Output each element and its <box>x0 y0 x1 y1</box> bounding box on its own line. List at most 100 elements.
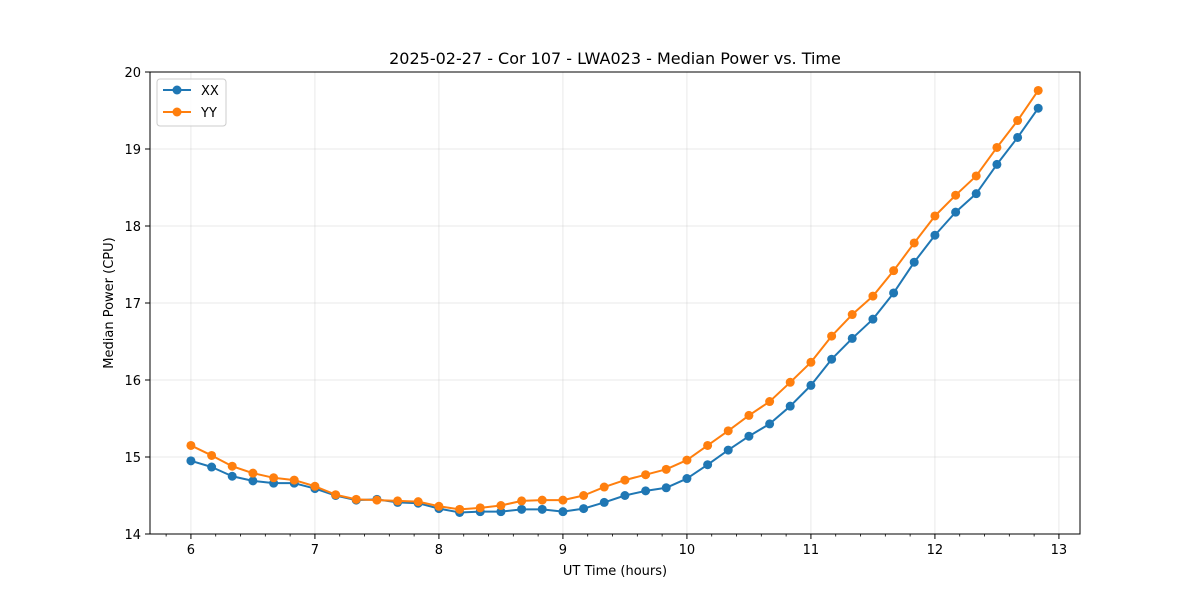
series-xx-point <box>558 507 568 517</box>
y-tick-label: 17 <box>124 297 141 312</box>
series-yy-point <box>703 440 713 450</box>
series-yy-point <box>558 495 568 505</box>
series-yy-point <box>269 473 279 483</box>
series-yy-point <box>909 238 919 248</box>
x-tick-label: 12 <box>927 543 944 558</box>
series-yy-point <box>806 357 816 367</box>
series-xx-point <box>248 476 258 486</box>
series-xx-point <box>227 471 237 481</box>
y-tick-label: 19 <box>124 143 141 158</box>
series-yy-point <box>289 475 299 485</box>
series-yy-point <box>248 468 258 478</box>
series-yy-point <box>620 475 630 485</box>
series-yy-point <box>413 497 423 507</box>
y-tick-label: 16 <box>124 374 141 389</box>
series-yy-point <box>455 504 465 514</box>
series-yy-point <box>372 495 382 505</box>
series-xx-point <box>641 486 651 496</box>
series-yy-point <box>537 495 547 505</box>
series-xx-point <box>930 230 940 240</box>
series-xx-point <box>620 491 630 500</box>
series-xx-point <box>537 504 547 514</box>
series-yy-point <box>971 171 981 181</box>
series-yy-point <box>847 310 857 320</box>
series-xx-point <box>599 497 609 507</box>
series-yy-point <box>579 491 589 500</box>
series-yy-point <box>641 470 651 480</box>
series-xx-point <box>517 504 527 514</box>
y-tick-label: 14 <box>124 528 141 543</box>
series-yy-point <box>930 211 940 221</box>
x-tick-label: 10 <box>679 543 696 558</box>
series-xx-point <box>868 314 878 324</box>
series-yy-point <box>1033 85 1043 95</box>
series-yy-point <box>599 482 609 492</box>
series-yy-point <box>1013 116 1023 126</box>
axis-layer: 6 7 8 9 10 11 12 13 14 15 16 17 18 19 20 <box>124 66 1067 558</box>
series-yy-point <box>723 426 733 436</box>
series-yy-point <box>765 397 775 407</box>
series-xx-point <box>682 474 692 484</box>
series-yy-point <box>227 461 237 471</box>
series-yy-point <box>827 331 837 341</box>
series-xx-point <box>992 159 1002 169</box>
series-yy-point <box>889 266 899 276</box>
series-xx-point <box>909 257 919 267</box>
legend-xx-label: XX <box>201 84 219 99</box>
series-yy-point <box>992 142 1002 152</box>
y-tick-label: 20 <box>124 66 141 81</box>
series-yy-point <box>393 496 403 506</box>
series-yy-point <box>331 490 341 500</box>
series-xx-point <box>744 431 754 441</box>
series-yy-point <box>475 503 485 513</box>
series-yy-point <box>310 481 320 491</box>
series-yy-point <box>207 450 217 460</box>
series-yy-point <box>951 190 961 200</box>
series-xx-point <box>827 354 837 364</box>
series-xx-point <box>703 460 713 470</box>
series-yy-point <box>186 440 196 450</box>
series-xx-point <box>661 483 671 493</box>
y-tick-label: 15 <box>124 451 141 466</box>
x-tick-label: 9 <box>559 543 567 558</box>
series-xx-point <box>207 462 217 472</box>
x-tick-label: 8 <box>435 543 443 558</box>
y-tick-label: 18 <box>124 220 141 235</box>
legend-xx-marker <box>172 85 182 95</box>
series-layer <box>186 85 1043 517</box>
series-xx-point <box>1033 103 1043 113</box>
series-yy-point <box>785 377 795 387</box>
series-yy-point <box>351 494 361 504</box>
legend-yy-label: YY <box>200 106 217 121</box>
series-yy-point <box>661 464 671 474</box>
x-tick-label: 6 <box>187 543 195 558</box>
x-tick-label: 11 <box>803 543 820 558</box>
series-yy-point <box>496 501 506 511</box>
series-xx-point <box>971 189 981 199</box>
series-xx-point <box>579 504 589 514</box>
legend-yy-marker <box>172 107 182 117</box>
series-yy-point <box>517 496 527 506</box>
series-xx-point <box>951 207 961 217</box>
series-yy-point <box>868 291 878 301</box>
series-yy <box>186 85 1043 514</box>
series-xx-point <box>847 333 857 343</box>
series-yy-point <box>682 455 692 465</box>
series-xx-point <box>806 380 816 390</box>
x-tick-label: 13 <box>1051 543 1068 558</box>
series-yy-point <box>434 501 444 511</box>
series-xx-point <box>186 456 196 466</box>
x-axis-label: UT Time (hours) <box>563 564 667 579</box>
chart-title: 2025-02-27 - Cor 107 - LWA023 - Median P… <box>389 49 841 68</box>
series-xx-point <box>1013 132 1023 142</box>
series-xx-point <box>785 401 795 411</box>
legend: XX YY <box>156 78 227 127</box>
series-xx-point <box>496 507 506 517</box>
series-xx-point <box>723 445 733 455</box>
x-tick-label: 7 <box>311 543 319 558</box>
series-xx-point <box>765 419 775 429</box>
series-yy-point <box>744 410 754 420</box>
y-axis-label: Median Power (CPU) <box>102 237 117 368</box>
series-xx-point <box>889 288 899 298</box>
